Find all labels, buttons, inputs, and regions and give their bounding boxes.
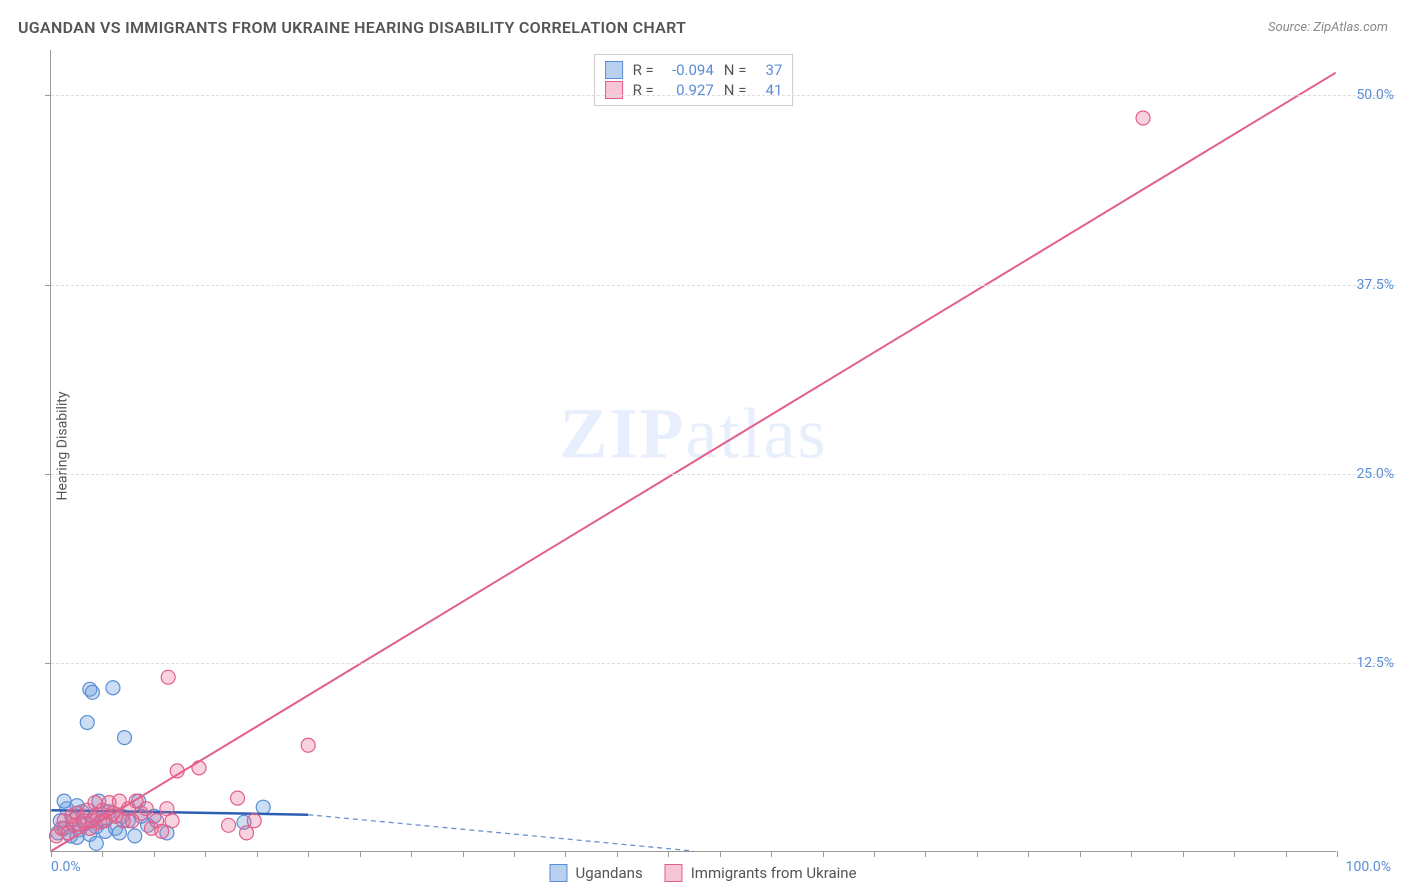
data-point (106, 681, 120, 695)
grid-line (51, 285, 1396, 286)
data-point (301, 738, 315, 752)
data-point (85, 685, 99, 699)
swatch-icon (549, 864, 567, 882)
legend-item: Ugandans (549, 864, 642, 882)
stat-n-label: N = (724, 61, 747, 79)
data-point (118, 731, 132, 745)
swatch-icon (605, 61, 623, 79)
grid-line (51, 663, 1396, 664)
legend-label: Ugandans (575, 864, 642, 882)
data-point (240, 826, 254, 840)
stat-n-value: 37 (756, 61, 782, 79)
y-tick-label: 37.5% (1356, 277, 1394, 293)
data-point (231, 791, 245, 805)
legend: Ugandans Immigrants from Ukraine (549, 864, 856, 882)
stat-r-value: -0.094 (664, 61, 714, 79)
header: UGANDAN VS IMMIGRANTS FROM UKRAINE HEARI… (18, 18, 1388, 37)
y-tick-label: 50.0% (1356, 87, 1394, 103)
legend-item: Immigrants from Ukraine (665, 864, 857, 882)
source-label: Source: ZipAtlas.com (1268, 20, 1388, 35)
trend-line (51, 73, 1335, 851)
trend-line-ext (308, 815, 693, 851)
legend-label: Immigrants from Ukraine (691, 864, 857, 882)
chart-title: UGANDAN VS IMMIGRANTS FROM UKRAINE HEARI… (18, 18, 686, 37)
x-axis-min: 0.0% (51, 859, 81, 875)
x-axis-max: 100.0% (1346, 859, 1391, 875)
data-point (80, 716, 94, 730)
swatch-icon (665, 864, 683, 882)
data-point (57, 794, 71, 808)
data-point (161, 670, 175, 684)
data-point (1136, 111, 1150, 125)
data-point (139, 802, 153, 816)
data-point (165, 814, 179, 828)
data-point (192, 761, 206, 775)
data-point (128, 829, 142, 843)
correlation-stats: R = -0.094 N = 37 R = 0.927 N = 41 (594, 54, 794, 106)
data-point (155, 824, 169, 838)
data-point (247, 814, 261, 828)
data-point (89, 836, 103, 850)
plot-area: ZIPatlas R = -0.094 N = 37 R = 0.927 N =… (50, 50, 1336, 852)
stat-r-label: R = (633, 61, 654, 79)
y-tick-label: 25.0% (1356, 466, 1394, 482)
grid-line (51, 474, 1396, 475)
chart-container: UGANDAN VS IMMIGRANTS FROM UKRAINE HEARI… (0, 0, 1406, 892)
y-tick-label: 12.5% (1356, 655, 1394, 671)
data-point (256, 800, 270, 814)
grid-line (51, 95, 1396, 96)
scatter-svg (51, 50, 1336, 851)
data-point (222, 818, 236, 832)
stat-row: R = -0.094 N = 37 (605, 61, 783, 79)
